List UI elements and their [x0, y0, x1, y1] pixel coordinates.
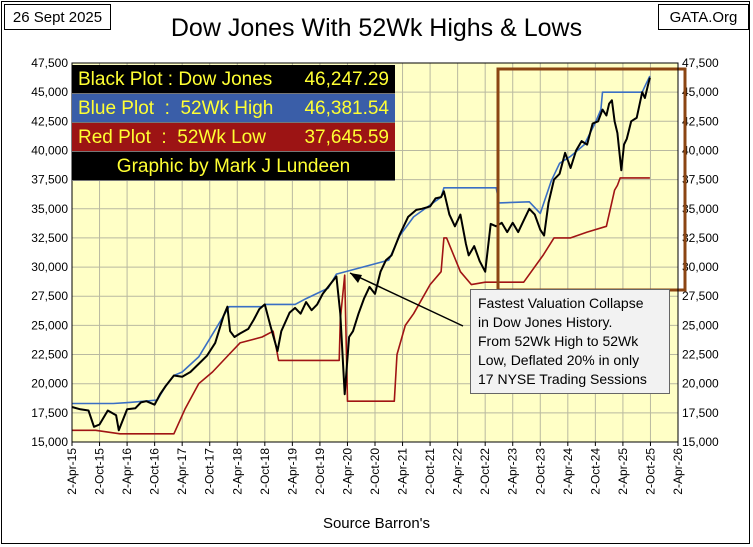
y-tick-label-left: 30,000 [31, 260, 68, 274]
y-tick-label-left: 37,500 [31, 173, 68, 187]
legend: Black Plot : Dow Jones 46,247.29 Blue Plo… [72, 65, 395, 181]
y-tick-label-right: 25,000 [682, 318, 719, 332]
x-axis-label: Source Barron's [322, 515, 431, 532]
y-tick-label-left: 25,000 [31, 318, 68, 332]
annotation-line-2: in Dow Jones History. [478, 314, 613, 330]
y-tick-label-left: 20,000 [31, 377, 68, 391]
y-tick-label-right: 17,500 [682, 406, 719, 420]
x-tick-label: 2-Apr-25 [616, 448, 630, 495]
x-tick-label: 2-Oct-15 [93, 448, 107, 495]
annotation-line-3: From 52Wk High to 52Wk [478, 333, 639, 349]
legend-dow: Black Plot : Dow Jones 46,247.29 [72, 65, 395, 94]
x-tick-label: 2-Oct-18 [258, 448, 272, 495]
series-52wk-low [72, 177, 650, 435]
x-tick-label: 2-Apr-22 [451, 448, 465, 495]
y-tick-label-left: 32,500 [31, 231, 68, 245]
y-tick-label-right: 37,500 [682, 173, 719, 187]
x-tick-label: 2-Oct-21 [423, 448, 437, 495]
y-tick-label-right: 30,000 [682, 260, 719, 274]
x-tick-label: 2-Apr-23 [506, 448, 520, 495]
x-tick-label: 2-Apr-24 [561, 448, 575, 495]
date-box: 26 Sept 2025 [4, 4, 111, 30]
y-tick-label-left: 45,000 [31, 85, 68, 99]
y-tick-label-right: 35,000 [682, 202, 719, 216]
legend-credit: Graphic by Mark J Lundeen [72, 152, 395, 181]
annotation-box: Fastest Valuation Collapse in Dow Jones … [470, 289, 670, 394]
chart-title: Dow Jones With 52Wk Highs & Lows [170, 14, 583, 42]
y-tick-label-left: 40,000 [31, 143, 68, 157]
y-tick-label-right: 40,000 [682, 143, 719, 157]
legend-high-label: Blue Plot : 52Wk High [78, 98, 274, 119]
x-tick-label: 2-Oct-16 [148, 448, 162, 495]
annotation-arrow [349, 272, 464, 327]
y-tick-label-left: 22,500 [31, 348, 68, 362]
x-tick-label: 2-Apr-17 [175, 448, 189, 495]
x-tick-label: 2-Oct-20 [368, 448, 382, 495]
x-tick-label: 2-Oct-17 [203, 448, 217, 495]
x-tick-label: 2-Apr-21 [396, 448, 410, 495]
source-site-box: GATA.Org [658, 4, 749, 30]
legend-low-value: 37,645.59 [304, 127, 389, 148]
y-tick-label-right: 47,500 [682, 56, 719, 70]
legend-low-label: Red Plot : 52Wk Low [78, 127, 266, 148]
x-tick-label: 2-Oct-22 [478, 448, 492, 495]
annotation-line-5: 17 NYSE Trading Sessions [478, 371, 647, 387]
x-tick-label: 2-Apr-19 [285, 448, 299, 495]
y-tick-label-left: 47,500 [31, 56, 68, 70]
annotation-line-4: Low, Deflated 20% in only [478, 352, 640, 368]
x-tick-label: 2-Oct-19 [313, 448, 327, 495]
y-tick-label-right: 42,500 [682, 114, 719, 128]
series-dow-jones [71, 77, 651, 432]
y-tick-label-left: 35,000 [31, 202, 68, 216]
legend-high-value: 46,381.54 [304, 98, 389, 119]
y-tick-label-left: 17,500 [31, 406, 68, 420]
y-tick-label-left: 27,500 [31, 289, 68, 303]
y-tick-label-right: 20,000 [682, 377, 719, 391]
x-tick-label: 2-Apr-15 [65, 448, 79, 495]
annotation-line-1: Fastest Valuation Collapse [478, 295, 644, 311]
legend-dow-value: 46,247.29 [304, 69, 389, 90]
x-tick-label: 2-Oct-23 [533, 448, 547, 495]
y-tick-label-right: 15,000 [682, 435, 719, 449]
x-tick-label: 2-Oct-25 [643, 448, 657, 495]
y-axis-left: 15,000 17,500 20,000 22,500 25,000 27,500 30,0… [31, 56, 68, 449]
y-tick-label-right: 32,500 [682, 231, 719, 245]
x-tick-label: 2-Apr-20 [340, 448, 354, 495]
legend-low: Red Plot : 52Wk Low 37,645.59 [72, 123, 395, 152]
x-axis: 2-Apr-15 2-Oct-15 2-Apr-16 2-Oct-16 2-Apr-17… [65, 442, 685, 495]
x-tick-label: 2-Apr-26 [671, 448, 685, 495]
y-tick-label-right: 22,500 [682, 348, 719, 362]
y-tick-label-left: 42,500 [31, 114, 68, 128]
legend-high: Blue Plot : 52Wk High 46,381.54 [72, 94, 395, 123]
y-tick-label-right: 27,500 [682, 289, 719, 303]
x-tick-label: 2-Oct-24 [588, 448, 602, 495]
legend-dow-label: Black Plot : Dow Jones [78, 69, 273, 90]
y-tick-label-left: 15,000 [31, 435, 68, 449]
x-tick-label: 2-Apr-16 [120, 448, 134, 495]
series-group [71, 75, 651, 435]
x-tick-label: 2-Apr-18 [230, 448, 244, 495]
plot-border [71, 62, 679, 443]
y-tick-label-right: 45,000 [682, 85, 719, 99]
y-axis-right: 15,000 17,500 20,000 22,500 25,000 27,500 30,0… [682, 56, 719, 449]
arrow-head [350, 273, 362, 283]
